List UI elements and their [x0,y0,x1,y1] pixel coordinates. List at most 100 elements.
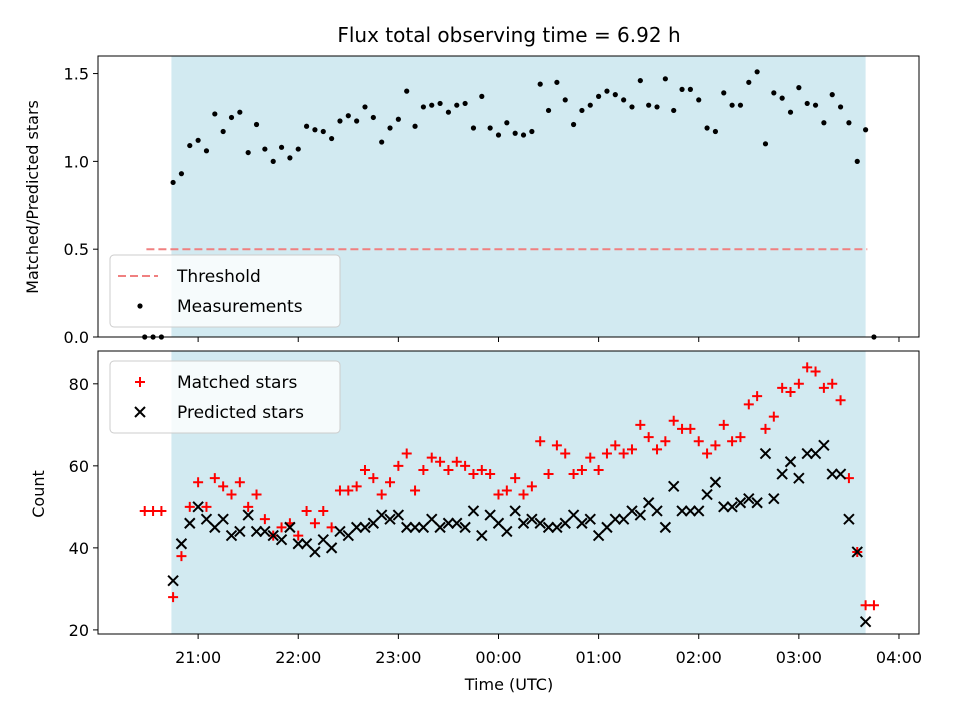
top-data-point [812,102,819,108]
top-data-point [228,114,235,121]
top-data-point [479,93,485,99]
bottom-legend-label: Predicted stars [177,403,304,423]
top-data-point [454,102,460,108]
bottom-data-point [410,485,421,496]
bottom-data-point [643,432,654,443]
bottom-data-point [610,440,621,451]
top-data-point [437,100,443,107]
top-data-point [787,109,794,115]
bottom-data-point [802,362,813,373]
top-data-point [387,125,393,131]
bottom-data-point [192,501,204,513]
top-data-point [545,107,552,114]
top-data-point [804,100,810,107]
bottom-data-point [843,513,855,525]
bottom-data-point [350,521,363,534]
x-tick-label: 23:00 [375,648,421,667]
legend-plus-swatch [135,377,145,387]
bottom-data-point [460,460,471,471]
bottom-data-point [510,473,521,484]
top-data-point [278,144,285,150]
top-data-point [604,88,610,94]
top-data-point [729,102,735,108]
bottom-data-point [318,505,329,516]
bottom-data-point [167,574,179,587]
bottom-data-point [793,472,805,484]
top-data-point [579,107,585,114]
bottom-data-point [827,378,838,389]
top-data-point [537,81,543,87]
top-data-point [754,69,760,75]
top-data-point [779,95,785,101]
top-data-point [345,113,351,119]
bottom-data-point [184,501,195,512]
top-data-point [445,109,452,115]
top-data-point [495,132,502,138]
bottom-data-point [451,517,463,529]
bottom-data-point [393,460,404,471]
bottom-data-point [459,521,471,534]
top-data-point [762,141,769,147]
x-tick-label: 04:00 [876,648,922,667]
top-data-point [195,137,201,143]
bottom-data-point [634,509,647,521]
bottom-y-tick-label: 40 [69,539,89,558]
bottom-data-point [193,477,204,488]
bottom-data-point [501,485,512,496]
top-data-point [320,128,326,135]
top-data-point [337,118,343,124]
bottom-data-point [251,489,262,500]
top-data-point [737,102,744,108]
bottom-data-point [351,481,362,492]
bottom-series-0 [139,362,879,611]
bottom-data-point [635,419,646,430]
bottom-data-point [309,518,320,529]
bottom-data-point [743,492,755,505]
bottom-data-point [818,382,829,393]
bottom-data-point [735,432,746,443]
top-data-point [696,97,702,103]
bottom-data-point [868,600,879,611]
bottom-data-point [734,497,747,509]
bottom-data-point [701,488,713,501]
top-legend-label: Measurements [177,297,303,317]
bottom-data-point [242,509,254,521]
legend-x-swatch [134,406,146,418]
bottom-data-point [234,525,246,538]
bottom-data-point [156,505,167,516]
bottom-data-point [668,415,679,426]
bottom-data-point [609,513,622,525]
bottom-data-point [551,521,563,534]
top-data-point [704,125,710,131]
bottom-data-point [175,538,188,550]
bottom-data-point [467,505,480,517]
top-data-point [829,92,835,98]
bottom-data-point [568,469,579,480]
bottom-data-point [726,501,738,513]
top-data-point [637,77,643,84]
top-y-axis-label: Matched/Predicted stars [23,100,42,294]
bottom-legend-box [109,360,341,434]
bottom-data-point [468,469,479,480]
bottom-data-point [476,464,487,475]
top-data-point [178,171,185,177]
bottom-data-point [710,440,721,451]
top-data-point [554,79,560,85]
bottom-data-point [476,529,488,542]
top-data-point [187,142,193,149]
bottom-data-point [543,469,554,480]
x-tick-label: 02:00 [676,648,722,667]
bottom-data-point [860,600,871,611]
top-data-point [520,132,527,138]
bottom-data-point [201,501,212,512]
bottom-data-point [409,521,421,534]
bottom-data-point [259,514,270,525]
top-data-point [863,127,869,133]
top-data-point [262,146,268,152]
top-data-point [429,102,435,108]
bottom-data-point [384,513,396,525]
bottom-data-point [826,468,838,480]
bottom-data-point [401,521,413,534]
